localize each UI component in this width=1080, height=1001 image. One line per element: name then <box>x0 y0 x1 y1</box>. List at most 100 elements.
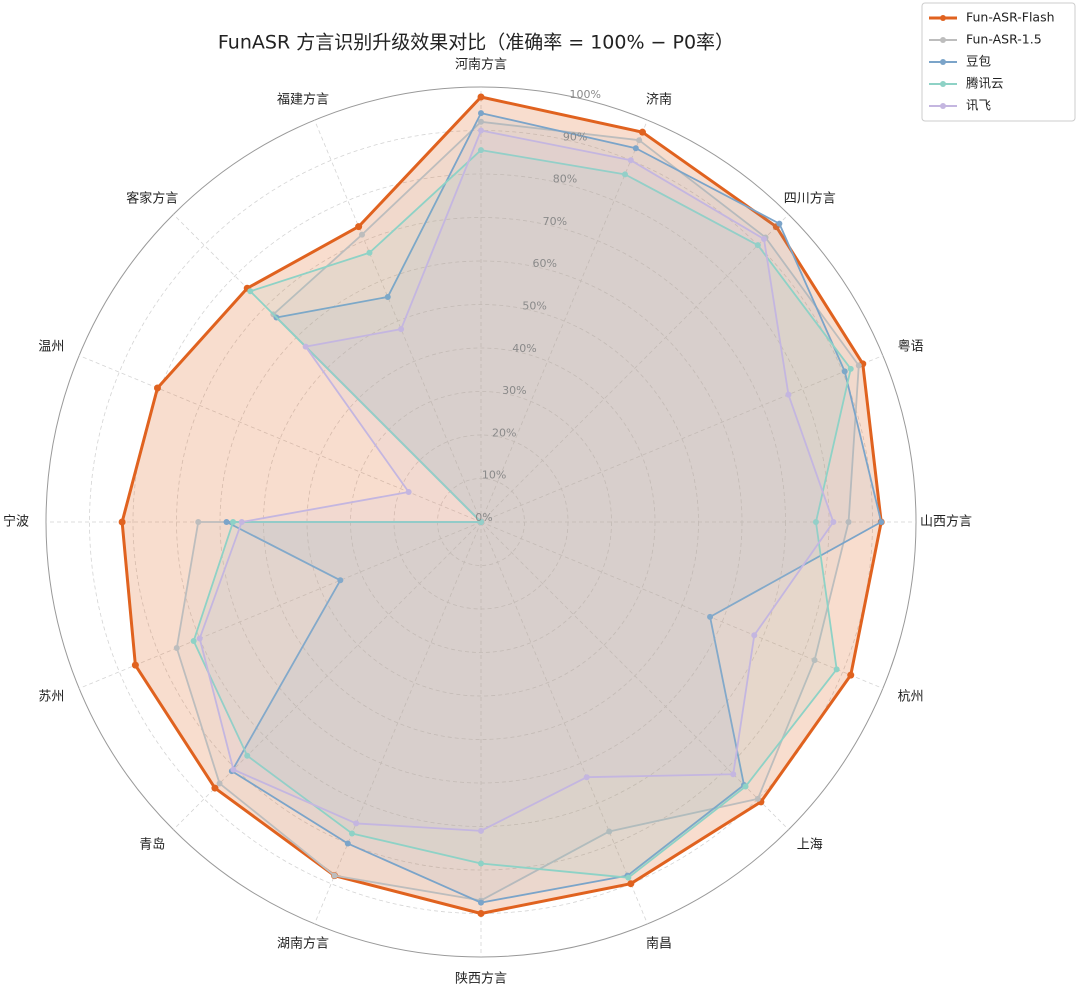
point <box>358 231 365 238</box>
point <box>190 638 197 645</box>
point <box>366 249 373 256</box>
point <box>478 110 484 117</box>
point <box>230 766 237 773</box>
category-label: 上海 <box>797 838 823 853</box>
point <box>238 519 245 525</box>
point <box>173 645 180 652</box>
point <box>855 362 862 369</box>
point <box>344 840 351 847</box>
point <box>478 118 484 125</box>
point <box>625 874 632 881</box>
legend-marker <box>940 59 946 65</box>
point <box>477 910 485 917</box>
r-tick-label: 0% <box>475 511 492 524</box>
spoke <box>480 521 884 689</box>
r-tick-label: 70% <box>543 215 567 228</box>
point <box>216 780 223 787</box>
point <box>478 899 484 906</box>
point <box>812 519 819 525</box>
spoke <box>78 355 482 523</box>
category-label: 济南 <box>646 91 672 107</box>
category-label: 陕西方言 <box>455 971 507 987</box>
spoke <box>314 521 482 925</box>
point <box>478 147 484 154</box>
point <box>337 577 344 584</box>
point <box>811 657 818 664</box>
point <box>606 828 613 835</box>
category-label: 南昌 <box>646 936 672 952</box>
point <box>230 519 237 525</box>
r-tick-label: 10% <box>482 469 506 482</box>
point <box>195 519 202 525</box>
spoke <box>480 119 648 523</box>
point <box>707 613 714 620</box>
r-tick-label: 100% <box>570 88 601 101</box>
point <box>583 774 590 781</box>
category-label: 温州 <box>38 340 64 355</box>
point <box>754 795 761 802</box>
legend-marker <box>940 81 946 87</box>
legend-marker <box>940 37 946 43</box>
point <box>153 384 161 392</box>
point <box>638 128 646 136</box>
category-label: 福建方言 <box>277 91 329 107</box>
series <box>196 127 837 834</box>
legend-marker <box>940 103 946 109</box>
point <box>196 635 203 642</box>
point <box>348 830 355 837</box>
spoke <box>480 355 884 523</box>
point <box>776 220 783 227</box>
category-label: 客家方言 <box>126 190 178 206</box>
point <box>730 771 737 778</box>
category-label: 粤语 <box>898 339 924 355</box>
point <box>131 661 139 669</box>
legend-label: 腾讯云 <box>966 76 1004 91</box>
category-label: 苏州 <box>38 688 64 704</box>
point <box>477 93 485 101</box>
legend-label: 讯飞 <box>966 98 991 113</box>
spoke <box>480 521 648 925</box>
spoke <box>173 521 482 830</box>
point <box>847 671 855 679</box>
point <box>331 872 338 879</box>
legend-label: Fun-ASR-Flash <box>966 10 1055 25</box>
spoke <box>314 119 482 523</box>
point <box>355 223 363 231</box>
point <box>878 519 885 525</box>
point <box>478 519 484 525</box>
point <box>211 784 219 792</box>
point <box>478 860 484 867</box>
category-label: 四川方言 <box>784 190 836 206</box>
r-tick-label: 50% <box>522 299 546 312</box>
category-label: 山西方言 <box>920 514 972 530</box>
point <box>632 145 639 152</box>
legend-label: 豆包 <box>966 54 991 69</box>
spoke <box>480 214 789 523</box>
point <box>760 236 767 243</box>
point <box>636 137 643 144</box>
category-label: 宁波 <box>3 514 29 530</box>
r-tick-label: 80% <box>553 173 577 186</box>
point <box>398 326 405 333</box>
category-label: 杭州 <box>898 689 924 704</box>
series <box>190 147 854 881</box>
r-tick-label: 20% <box>492 426 516 439</box>
point <box>627 880 635 888</box>
point <box>754 242 761 249</box>
point <box>830 519 837 525</box>
r-tick-label: 30% <box>502 384 526 397</box>
point <box>353 820 360 827</box>
point <box>847 365 854 372</box>
r-tick-label: 40% <box>512 342 536 355</box>
point <box>247 288 254 295</box>
spoke <box>78 521 482 689</box>
r-tick-label: 90% <box>563 130 587 143</box>
point <box>244 752 251 759</box>
point <box>478 827 484 834</box>
point <box>627 157 634 164</box>
spoke <box>480 521 789 830</box>
legend-marker <box>940 15 946 21</box>
point <box>742 783 749 790</box>
point <box>845 519 852 525</box>
point <box>478 127 484 134</box>
